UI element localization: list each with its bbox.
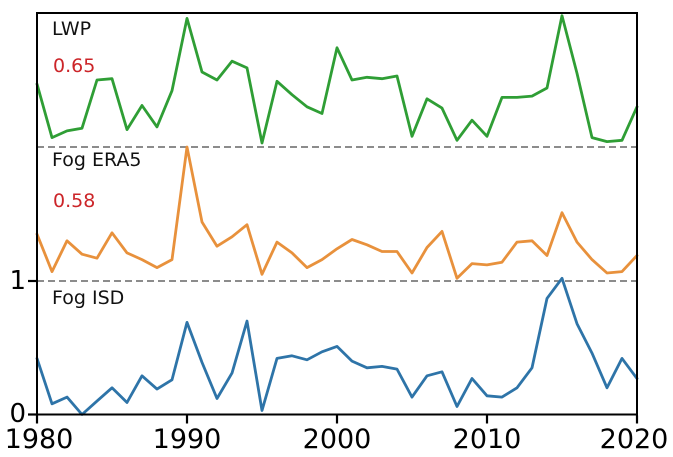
- fog-isd-line: [35, 276, 639, 416]
- y-tick-label-1: 1: [9, 266, 26, 296]
- x-tick-label-1990: 1990: [152, 424, 222, 455]
- x-tick-label-2020: 2020: [599, 424, 669, 455]
- x-tick-label-1980: 1980: [4, 424, 74, 455]
- fog-era5-line: [35, 145, 639, 280]
- corr-value-lwp: 0.65: [53, 55, 96, 77]
- x-tick-label-2000: 2000: [302, 424, 372, 455]
- panel-label-fog-era5: Fog ERA5: [52, 149, 142, 171]
- corr-value-fog-era5: 0.58: [53, 190, 96, 212]
- y-tick-label-0: 0: [9, 399, 26, 429]
- x-tick-label-2010: 2010: [452, 424, 522, 455]
- lwp-line: [35, 14, 639, 145]
- panel-label-lwp: LWP: [52, 18, 92, 40]
- plot-border: [36, 12, 638, 416]
- panel-label-fog-isd: Fog ISD: [52, 287, 125, 309]
